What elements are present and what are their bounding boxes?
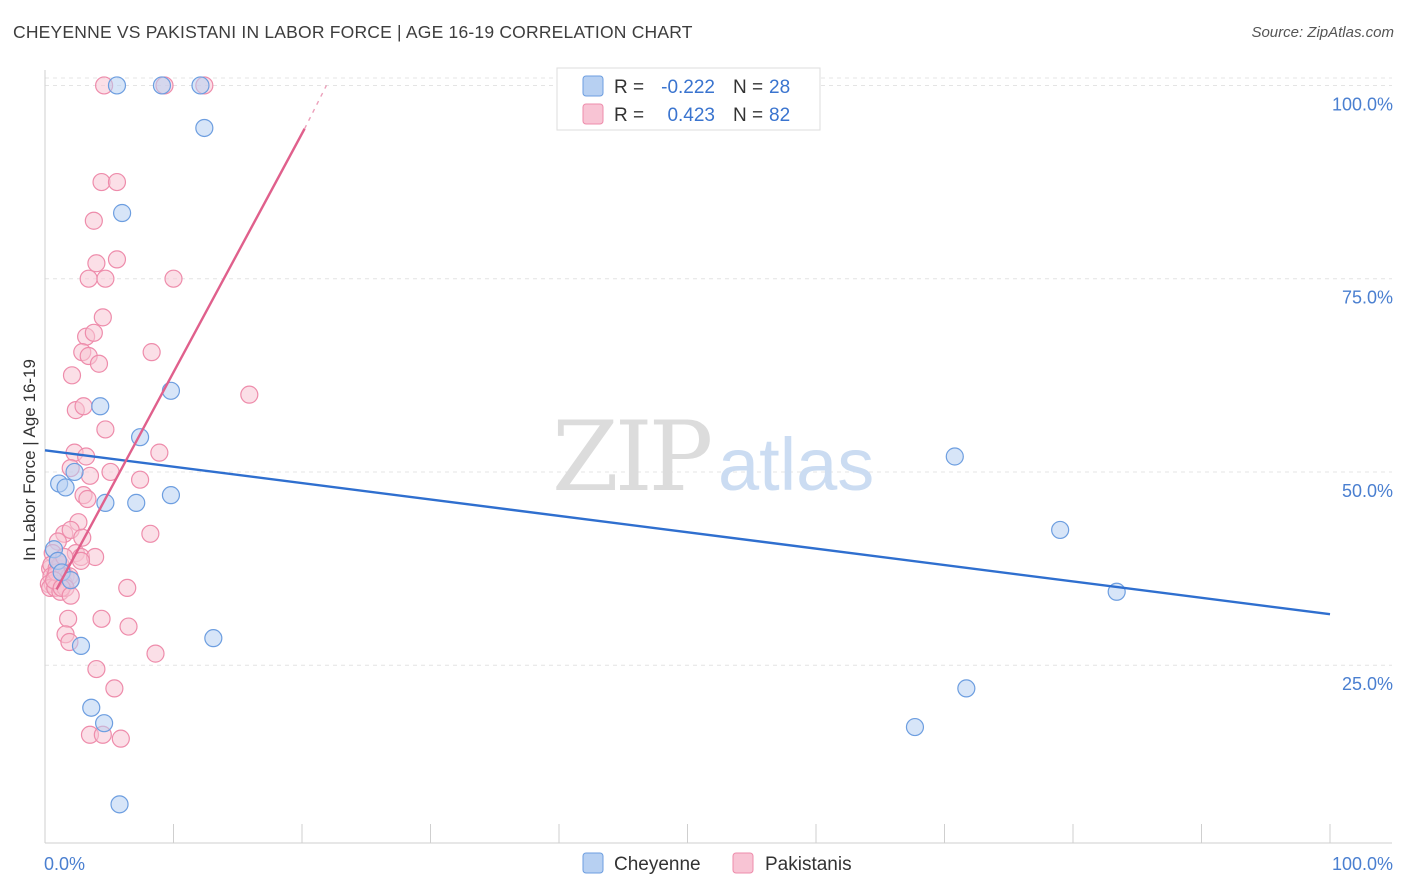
cheyenne-point (82, 698, 101, 717)
cheyenne-point (107, 76, 127, 95)
pakistani-point (78, 489, 97, 509)
pakistani-point (87, 659, 106, 679)
series-legend-label-cheyenne: Cheyenne (614, 854, 701, 875)
legend-r-label-cheyenne: R = (614, 77, 644, 98)
pakistani-point (130, 470, 150, 489)
pakistani-point (141, 524, 160, 543)
legend-n-label-pakistani: N = (733, 105, 763, 126)
pakistani-point (87, 254, 106, 273)
legend-r-value-pakistani: 0.423 (667, 105, 715, 126)
pakistani-point (164, 269, 183, 288)
chart-title: CHEYENNE VS PAKISTANI IN LABOR FORCE | A… (13, 22, 693, 42)
pakistani-point (62, 366, 82, 385)
cheyenne-point (95, 714, 114, 733)
cheyenne-point (152, 76, 172, 95)
trend-lines (44, 85, 1331, 616)
cheyenne-point (957, 679, 976, 698)
pakistani-point (79, 269, 98, 288)
pakistani-point (107, 250, 127, 269)
y-tick-label: 100.0% (1332, 94, 1393, 114)
cheyenne-point (112, 203, 132, 223)
pakistani-point (84, 323, 103, 342)
legend-r-value-cheyenne: -0.222 (661, 77, 715, 98)
legend-swatch-cheyenne (582, 75, 604, 97)
pakistani-point (142, 343, 161, 362)
pakistani-point (61, 586, 80, 605)
series-legend: Cheyenne Pakistanis (582, 852, 852, 875)
cheyenne-trend-line (44, 449, 1331, 616)
tick-labels: 25.0% 50.0% 75.0% 100.0% 0.0% 100.0% (44, 94, 1393, 874)
pakistani-point (119, 617, 138, 636)
pakistani-point (74, 397, 93, 416)
pakistani-point (89, 354, 109, 373)
pakistani-point (111, 729, 130, 748)
pakistani-point (84, 211, 103, 230)
series-legend-swatch-cheyenne (582, 852, 604, 874)
cheyenne-point (1051, 520, 1070, 540)
legend-n-label-cheyenne: N = (733, 77, 763, 98)
cheyenne-point (945, 447, 964, 466)
y-axis-label: In Labor Force | Age 16-19 (20, 359, 39, 561)
legend-swatch-pakistani (582, 103, 604, 125)
legend-n-value-pakistani: 82 (769, 105, 790, 126)
cheyenne-point (161, 381, 181, 400)
axes (44, 70, 1392, 844)
watermark-atlas: atlas (718, 423, 874, 506)
cheyenne-point (56, 478, 75, 497)
cheyenne-point (91, 397, 110, 416)
pakistani-point (118, 578, 137, 598)
stats-legend: R = -0.222 N = 28 R = 0.423 N = 82 (556, 67, 821, 131)
legend-r-label-pakistani: R = (614, 105, 644, 126)
pakistani-point (150, 443, 169, 462)
x-tick-label-min: 0.0% (44, 854, 85, 874)
x-tick-label-max: 100.0% (1332, 854, 1393, 874)
legend-n-value-cheyenne: 28 (769, 77, 790, 98)
pakistani-point (107, 172, 127, 192)
pakistani-point (240, 385, 259, 404)
cheyenne-point (110, 795, 129, 814)
cheyenne-point (161, 486, 181, 505)
y-tick-label: 50.0% (1342, 481, 1393, 501)
pakistani-point (96, 420, 115, 439)
pakistani-point (92, 609, 111, 628)
series-legend-swatch-pakistani (732, 852, 754, 874)
pakistani-point (80, 466, 100, 485)
cheyenne-point (204, 629, 223, 648)
cheyenne-point (127, 493, 146, 512)
watermark: ZIP atlas (552, 401, 874, 513)
pakistani-point (146, 644, 165, 663)
cheyenne-point (905, 717, 925, 737)
cheyenne-point (71, 636, 91, 655)
cheyenne-point (65, 462, 84, 482)
y-tick-label: 75.0% (1342, 288, 1393, 308)
series-legend-label-pakistani: Pakistanis (765, 854, 852, 875)
chart-source: Source: ZipAtlas.com (1251, 24, 1394, 41)
gridlines (45, 77, 1392, 666)
pakistani-point (93, 308, 112, 327)
pakistani-point (59, 609, 78, 628)
cheyenne-point (191, 76, 210, 95)
cheyenne-point (195, 118, 214, 138)
watermark-zip: ZIP (552, 401, 711, 513)
y-tick-label: 25.0% (1342, 674, 1393, 694)
pakistani-point (96, 269, 115, 288)
pakistani-trend-extension (303, 85, 328, 130)
pakistani-trend-line (55, 128, 306, 591)
pakistani-point (92, 172, 111, 192)
pakistani-point (105, 679, 124, 698)
